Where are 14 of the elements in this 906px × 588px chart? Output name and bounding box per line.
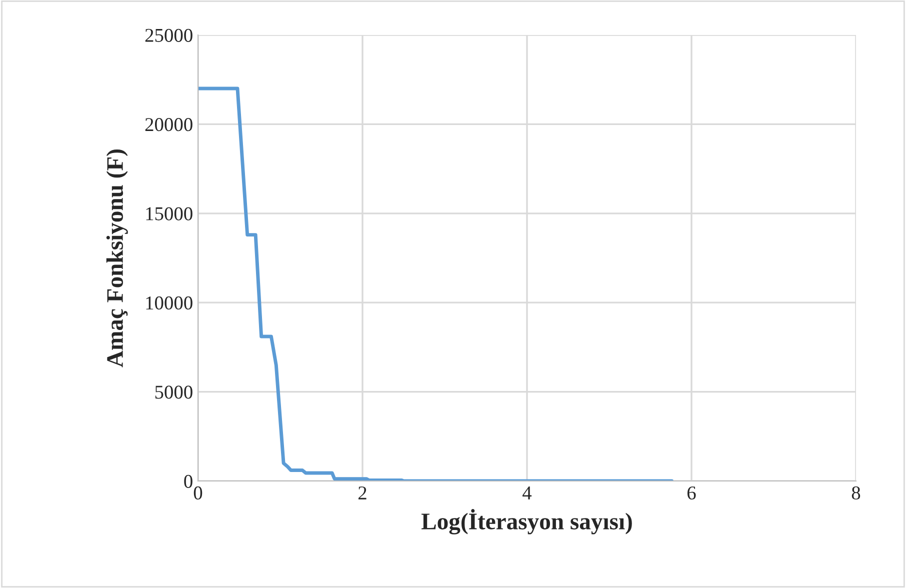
- y-tick-label: 10000: [146, 296, 192, 310]
- x-axis-title: Log(İterasyon sayısı): [421, 509, 632, 534]
- x-tick-label: 4: [522, 486, 532, 500]
- y-tick-label: 15000: [146, 207, 192, 220]
- y-tick-label: 25000: [145, 28, 192, 42]
- line-series: [198, 86, 674, 481]
- y-tick-label: 20000: [145, 118, 192, 132]
- x-tick-label: 0: [194, 486, 202, 500]
- y-axis-title: Amaç Fonksiyonu (F): [106, 150, 128, 368]
- x-tick-label: 6: [687, 486, 696, 500]
- x-tick-label: 8: [852, 486, 860, 500]
- x-tick-label: 2: [358, 486, 366, 500]
- y-tick-label: 5000: [155, 386, 192, 399]
- y-tick-label: 0: [184, 474, 192, 488]
